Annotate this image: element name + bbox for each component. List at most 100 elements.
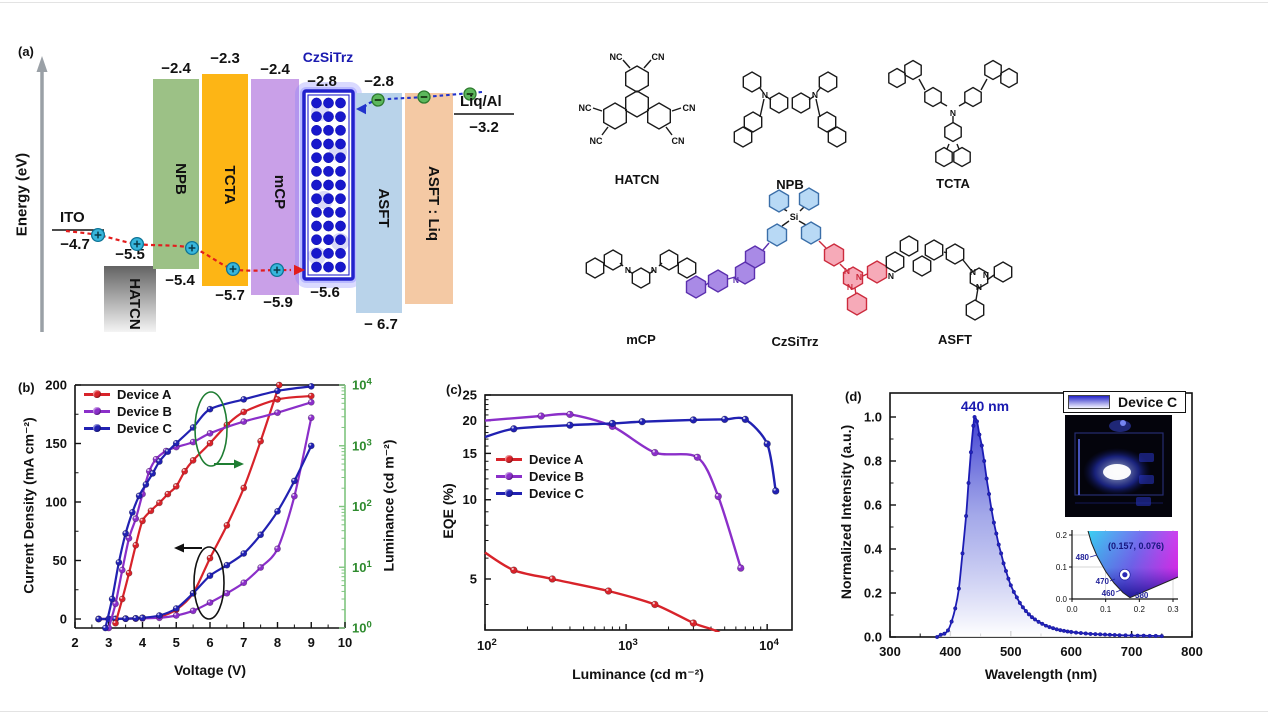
dopant-dot xyxy=(311,248,322,259)
layer-bar-NPB xyxy=(153,79,199,269)
log-tick-label: 103 xyxy=(352,437,372,453)
dopant-dot xyxy=(335,207,346,218)
spectrum-marker xyxy=(968,450,973,455)
spectrum-marker xyxy=(1123,633,1128,638)
device-c-gradient-swatch xyxy=(1068,395,1110,409)
ring xyxy=(659,249,679,271)
ring xyxy=(707,269,729,293)
bond xyxy=(956,143,960,150)
spectrum-marker xyxy=(972,415,977,420)
marker-Device C current density xyxy=(274,507,281,515)
marker-highlight xyxy=(207,600,211,603)
marker-highlight xyxy=(207,431,211,434)
dopant-dot xyxy=(323,220,334,232)
marker-highlight xyxy=(191,439,194,442)
marker-highlight xyxy=(241,580,244,583)
spectrum-marker xyxy=(971,423,976,428)
ring xyxy=(944,121,962,143)
molecule-structure-HATCN: NC CN NC CN NC CN xyxy=(579,52,696,146)
marker-highlight xyxy=(153,456,157,460)
marker-highlight xyxy=(275,509,278,512)
bond xyxy=(762,242,770,251)
cie-spectral-locus xyxy=(1087,530,1179,599)
bond xyxy=(946,143,950,150)
marker-Device A current density xyxy=(275,381,283,389)
cie-x-tick-label: 0.1 xyxy=(1100,605,1112,614)
atom-label-N: N xyxy=(950,108,956,118)
ring xyxy=(885,251,905,273)
marker-highlight xyxy=(182,469,185,472)
atom-label-Si: Si xyxy=(790,212,799,222)
locus-label-480: 480 xyxy=(1076,553,1090,562)
atom-label-N: N xyxy=(976,282,982,292)
marker-highlight xyxy=(275,546,278,549)
marker-highlight xyxy=(538,413,542,416)
spectrum-marker xyxy=(953,606,958,611)
marker-Device C current density xyxy=(132,614,140,622)
bond xyxy=(818,240,827,249)
log-tick-label: 104 xyxy=(352,377,372,393)
marker-Device B current density xyxy=(257,564,265,571)
peak-wavelength-annotation: 440 nm xyxy=(960,398,1010,414)
ring xyxy=(969,267,989,289)
marker-highlight xyxy=(606,588,609,591)
spectrum-marker xyxy=(987,491,992,496)
ring xyxy=(769,92,789,114)
marker-highlight xyxy=(174,484,177,487)
dopant-dot xyxy=(335,124,346,136)
marker-Device C luminance xyxy=(240,395,248,403)
cie-point-label: (0.157, 0.076) xyxy=(1108,541,1164,551)
spectrum-marker xyxy=(1117,633,1122,638)
marker-highlight xyxy=(275,388,278,391)
c-y-tick-label: 5 xyxy=(470,571,477,586)
ring xyxy=(899,235,919,257)
ring xyxy=(827,126,847,148)
ring xyxy=(766,223,788,247)
luminance-axis-arrowhead xyxy=(234,459,244,469)
marker-highlight xyxy=(275,410,278,413)
marker-Device C luminance xyxy=(206,405,214,413)
marker-Device A xyxy=(604,587,613,595)
marker-Device A luminance xyxy=(181,467,189,475)
marker-Device C current density xyxy=(95,615,103,623)
dopant-dot xyxy=(323,234,334,246)
dopant-dot xyxy=(323,179,334,191)
marker-highlight xyxy=(275,397,278,400)
marker-Device C xyxy=(772,487,780,495)
atom-label-N: N xyxy=(844,266,850,276)
panel-c-eqe-chart: 102 103 104 5 10 15 20 25 (c) EQE (%) Luminance… xyxy=(420,372,820,714)
marker-Device C current density xyxy=(257,531,265,539)
clip-highlight xyxy=(1120,420,1126,426)
bond xyxy=(939,101,948,107)
dopant-dot xyxy=(323,97,334,109)
marker-Device A luminance xyxy=(125,569,133,577)
marker-Device C xyxy=(510,425,518,433)
marker-Device A current density xyxy=(240,484,248,492)
marker-highlight xyxy=(652,602,655,605)
spectrum-marker xyxy=(1078,631,1083,636)
spectrum-marker xyxy=(1098,632,1103,637)
marker-Device C luminance xyxy=(307,382,315,390)
marker-Device B luminance xyxy=(206,429,214,437)
marker-highlight xyxy=(148,508,151,511)
dopant-dot xyxy=(323,111,334,123)
legend-row-device-b: Device B xyxy=(496,469,584,484)
marker-Device C current density xyxy=(240,550,248,557)
spectrum-marker xyxy=(1093,632,1098,637)
marker-Device C xyxy=(566,421,574,429)
b-legend: Device A Device B Device C xyxy=(84,387,172,436)
bond xyxy=(862,273,868,277)
marker-Device C xyxy=(720,415,729,424)
marker-Device B xyxy=(566,410,574,419)
b-yl-tick-label: 100 xyxy=(45,495,67,510)
bond xyxy=(727,276,736,280)
bond xyxy=(798,220,807,226)
dopant-dot xyxy=(323,138,334,150)
b-y-right-title: Luminance (cd m⁻²) xyxy=(380,439,397,572)
marker-highlight xyxy=(258,532,261,535)
marker-highlight xyxy=(96,616,99,619)
marker-Device B luminance xyxy=(240,418,248,425)
locus-label-480-tick xyxy=(1089,554,1098,558)
marker-highlight xyxy=(140,518,143,521)
